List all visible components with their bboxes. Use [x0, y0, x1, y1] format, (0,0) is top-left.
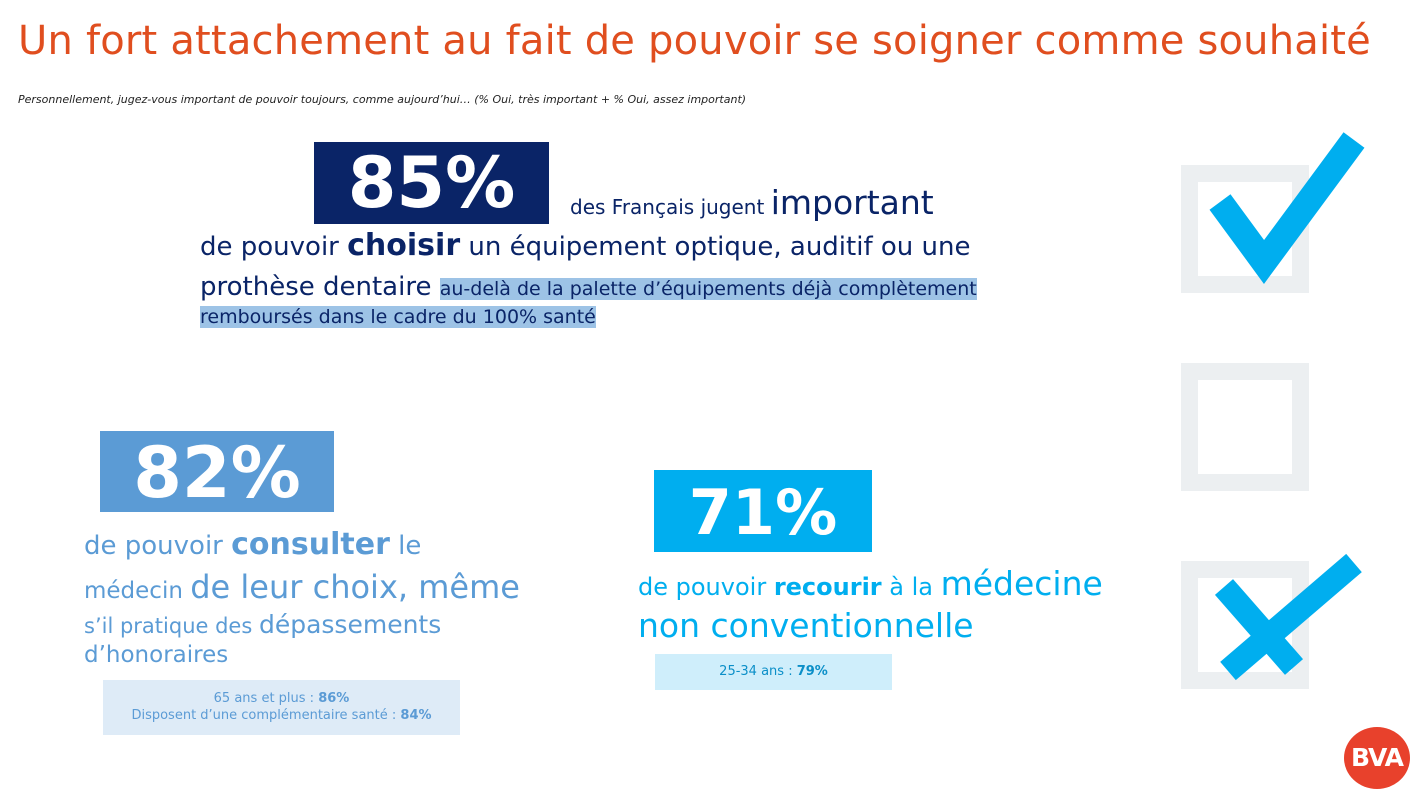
stat3-text-a-mid: à la — [881, 573, 941, 601]
stat3-line-b: non conventionnelle — [638, 606, 974, 645]
stat1-line-b: de pouvoir choisir un équipement optique… — [200, 228, 970, 263]
note-value: 86% — [318, 691, 350, 706]
stat2-text-a-pre: de pouvoir — [84, 531, 232, 561]
stat3-text-a-lg: médecine — [940, 564, 1103, 603]
question-subtitle: Personnellement, jugez-vous important de… — [18, 93, 747, 106]
stat1-text-c-pre: prothèse dentaire — [200, 272, 440, 302]
stat1-line-a: des Français jugent important — [570, 183, 934, 222]
page-title: Un fort attachement au fait de pouvoir s… — [18, 18, 1371, 64]
stat2-text-c-pre: s’il pratique des — [84, 614, 259, 638]
stat2-bold: consulter — [231, 527, 390, 562]
stat2-text-b-lg: de leur choix, même — [190, 568, 520, 606]
checkbox-empty-icon — [1181, 363, 1309, 491]
stat1-line-d: remboursés dans le cadre du 100% santé — [200, 306, 596, 328]
note-label: 25-34 ans : — [719, 664, 797, 679]
cross-icon — [1214, 553, 1362, 681]
stat3-bold: recourir — [773, 573, 882, 601]
stat2-text-a-post: le — [389, 531, 422, 561]
stat1-text-a: des Français jugent — [570, 195, 771, 219]
stat2-text-c-lg: dépassements — [258, 610, 442, 639]
stat2-line-b: médecin de leur choix, même — [84, 568, 520, 606]
stat2-line-c: s’il pratique des dépassements — [84, 610, 441, 639]
note-label: Disposent d’une complémentaire santé : — [131, 708, 401, 723]
note-value: 79% — [796, 664, 828, 679]
stat2-note-row-2: Disposent d’une complémentaire santé : 8… — [103, 707, 460, 724]
note-value: 84% — [400, 708, 432, 723]
stat3-line-a: de pouvoir recourir à la médecine — [638, 564, 1103, 603]
stat1-line-c: prothèse dentaire au-delà de la palette … — [200, 272, 977, 302]
stat1-bold: choisir — [347, 228, 461, 263]
stat2-note-row-1: 65 ans et plus : 86% — [103, 690, 460, 707]
stat2-subgroup-note: 65 ans et plus : 86% Disposent d’une com… — [103, 680, 460, 735]
stat2-line-a: de pouvoir consulter le — [84, 527, 421, 562]
stat1-text-b-post: un équipement optique, auditif ou une — [460, 232, 971, 262]
stat1-highlight-d: remboursés dans le cadre du 100% santé — [200, 306, 596, 328]
checkbox-crossed-icon — [1181, 561, 1309, 689]
stat3-subgroup-note: 25-34 ans : 79% — [655, 654, 892, 690]
checkmark-icon — [1209, 132, 1365, 284]
stat-71-value: 71% — [654, 470, 872, 552]
stat3-text-a-pre: de pouvoir — [638, 573, 774, 601]
stat1-emph: important — [770, 183, 934, 222]
stat-85-value: 85% — [314, 142, 549, 224]
stat1-text-b-pre: de pouvoir — [200, 232, 348, 262]
note-label: 65 ans et plus : — [213, 691, 319, 706]
stat2-text-b-pre: médecin — [84, 578, 191, 604]
stat2-line-d: d’honoraires — [84, 642, 229, 668]
stat-82-value: 82% — [100, 431, 334, 514]
stat1-highlight-c: au-delà de la palette d’équipements déjà… — [439, 278, 977, 300]
bva-logo: BVA — [1344, 727, 1410, 789]
